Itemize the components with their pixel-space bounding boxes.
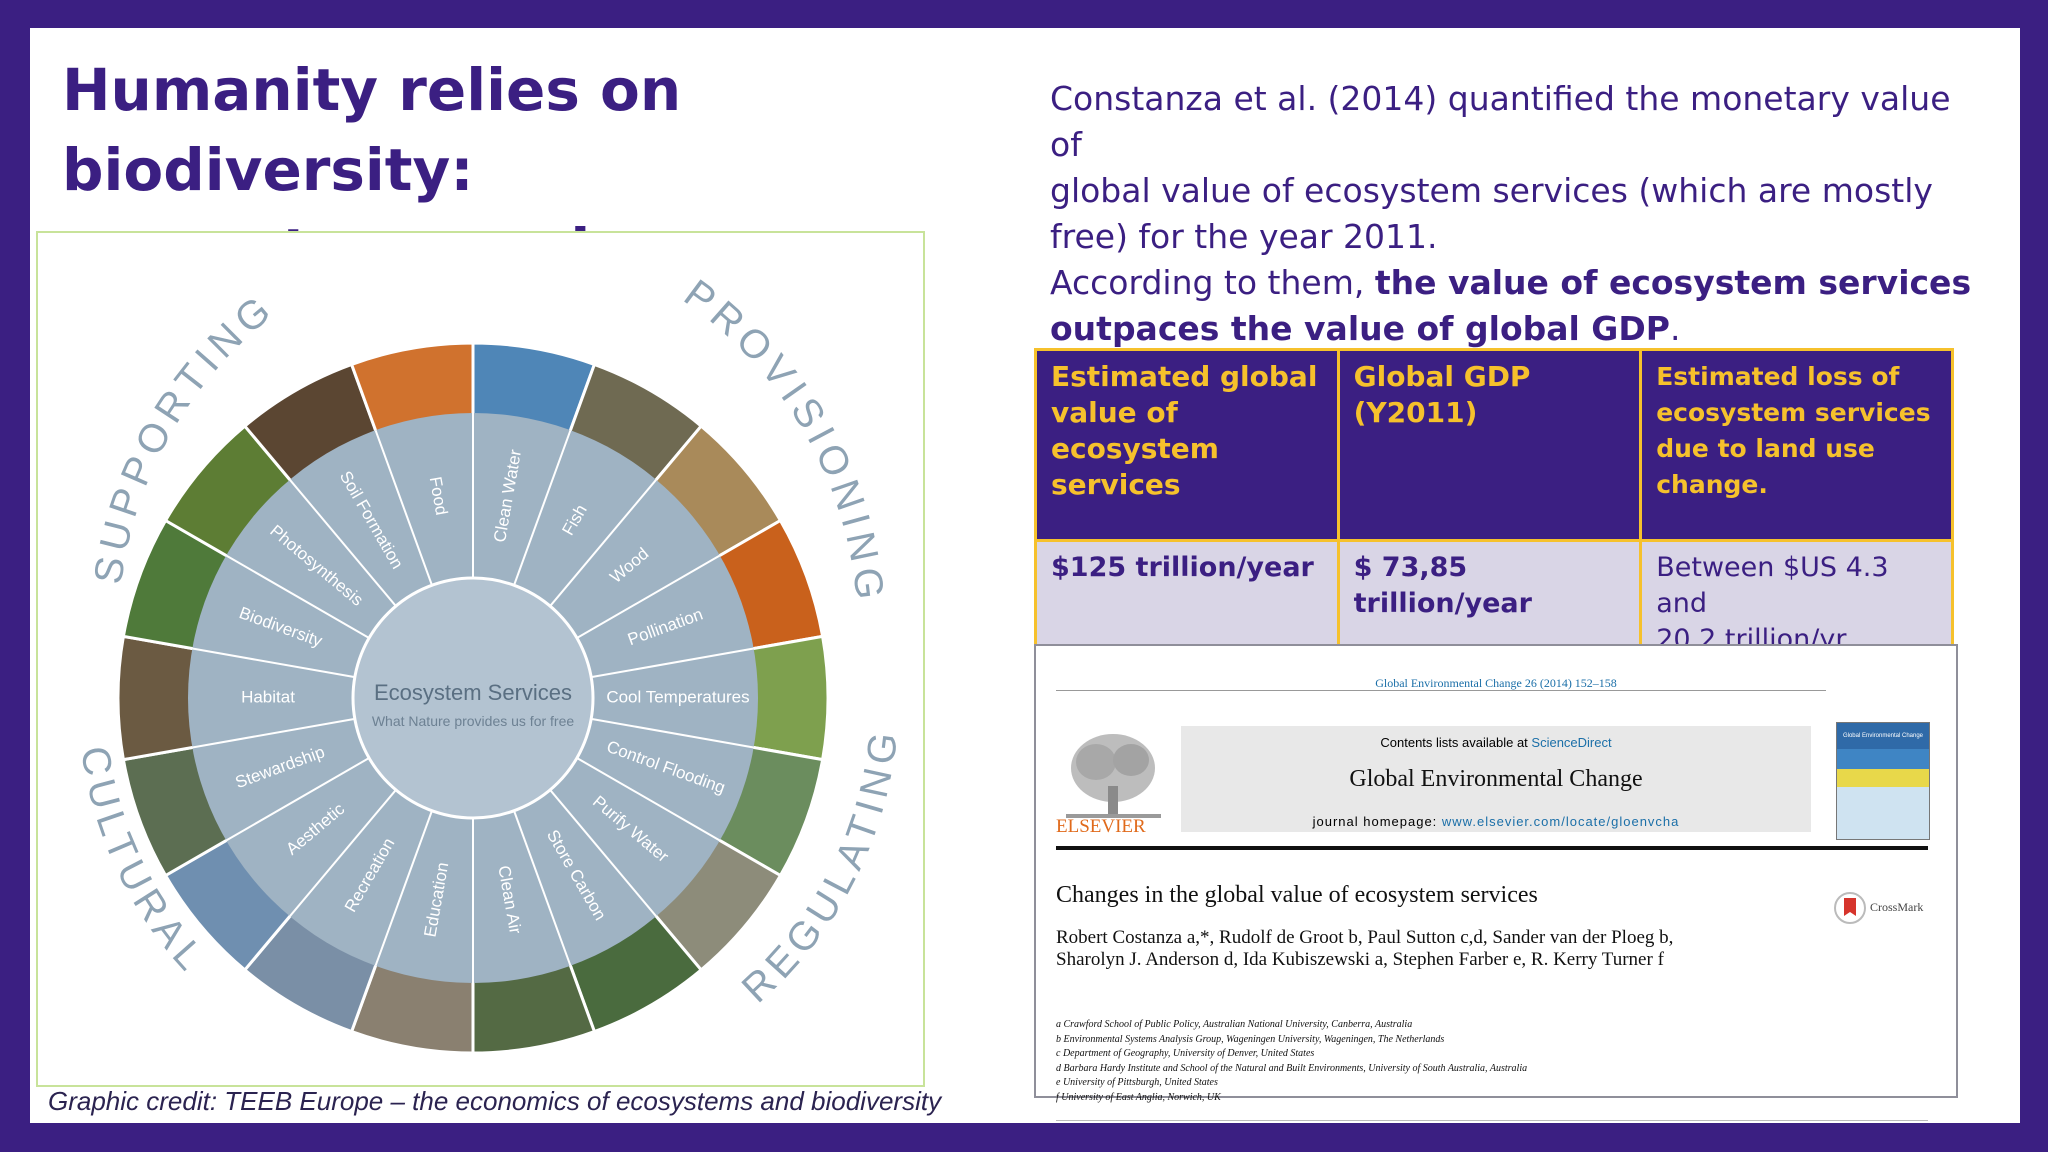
paper-rule-top: [1056, 690, 1826, 691]
paper-rule-thick: [1056, 846, 1928, 850]
ring-divider: [289, 479, 397, 607]
paper-contents-line: Contents lists available at ScienceDirec…: [1380, 735, 1612, 750]
affiliation-item: e University of Pittsburgh, United State…: [1056, 1077, 1218, 1088]
journal-cover-title: Global Environmental Change: [1843, 733, 1924, 739]
ring-divider: [225, 757, 370, 842]
intro-emphasis-1: the value of ecosystem services: [1374, 263, 1972, 302]
ring-divider: [513, 429, 572, 586]
intro-line-5-end: .: [1669, 309, 1681, 348]
ring-divider: [192, 647, 355, 679]
value-table: Estimated global value of ecosystem servic…: [1034, 348, 1954, 669]
ring-divider: [576, 554, 721, 639]
service-label: Cool Temperatures: [606, 687, 749, 706]
ring-divider: [374, 429, 433, 586]
table-header-loss: Estimated loss of ecosystem services due t…: [1639, 348, 1954, 542]
ring-divider: [591, 717, 754, 749]
intro-text: Constanza et al. (2014) quantified the m…: [1050, 76, 1990, 352]
intro-line-4-lead: According to them,: [1050, 263, 1375, 302]
journal-homepage-link[interactable]: www.elsevier.com/locate/gloenvcha: [1441, 814, 1680, 829]
ring-divider: [591, 647, 754, 679]
ring-divider: [225, 554, 370, 639]
paper-screenshot: Global Environmental Change 26 (2014) 15…: [1034, 644, 1958, 1121]
service-label: Habitat: [241, 687, 295, 706]
ring-dividers: [192, 413, 754, 983]
affiliation-item: c Department of Geography, University of…: [1056, 1048, 1315, 1059]
affiliation-item: d Barbara Hardy Institute and School of …: [1056, 1062, 1528, 1074]
slide: Humanity relies on biodiversity: ecosyst…: [30, 28, 2020, 1123]
affiliation-item: f University of East Anglia, Norwich, UK: [1056, 1091, 1221, 1103]
affiliation-item: a Crawford School of Public Policy, Aust…: [1056, 1019, 1413, 1030]
ring-divider: [549, 479, 657, 607]
crossmark-icon[interactable]: [1832, 890, 1952, 926]
ring-divider: [513, 810, 572, 967]
ring-divider: [192, 717, 355, 749]
ring-divider: [549, 789, 657, 917]
paper-journal-name: Global Environmental Change: [1349, 766, 1643, 792]
intro-line-3: free) for the year 2011.: [1050, 217, 1438, 256]
affiliation-item: b Environmental Systems Analysis Group, …: [1056, 1033, 1445, 1045]
graphic-credit: Graphic credit: TEEB Europe – the econom…: [48, 1086, 942, 1116]
ring-divider: [289, 789, 397, 917]
crossmark-label: CrossMark: [1870, 900, 1924, 914]
paper-homepage-line: journal homepage: www.elsevier.com/locat…: [1312, 814, 1680, 829]
authors-line-1: Robert Costanza a,*, Rudolf de Groot b, …: [1056, 927, 1674, 948]
intro-line-2: global value of ecosystem services (whic…: [1050, 171, 1933, 210]
intro-emphasis-2: outpaces the value of global GDP: [1050, 309, 1670, 348]
sciencedirect-link[interactable]: ScienceDirect: [1531, 735, 1612, 750]
ring-divider: [576, 757, 721, 842]
title-line-1: Humanity relies on biodiversity:: [62, 56, 682, 204]
intro-line-4: According to them, the value of ecosyste…: [1050, 260, 1990, 306]
wheel-center-subtitle: What Nature provides us for free: [372, 713, 575, 729]
elsevier-logo-text: ELSEVIER: [1056, 816, 1146, 837]
authors-line-2: Sharolyn J. Anderson d, Ida Kubiszewski …: [1056, 949, 1664, 970]
paper-journal-ref: Global Environmental Change 26 (2014) 15…: [1375, 676, 1617, 690]
center-circle: [351, 576, 595, 820]
table-header-ecosystem-value: Estimated global value of ecosystem servic…: [1034, 348, 1340, 542]
paper-masthead-box: [1181, 726, 1811, 832]
ecosystem-services-wheel: Ecosystem Services What Nature provides …: [36, 231, 925, 1087]
article-title: Changes in the global value of ecosystem…: [1056, 882, 1538, 908]
journal-cover-image: Global Environmental Change: [1836, 722, 1930, 840]
table-header-row: Estimated global value of ecosystem servic…: [1034, 348, 1954, 542]
paper-rule-bottom: [1056, 1120, 1928, 1121]
ring-divider: [374, 810, 433, 967]
elsevier-tree-icon: [1056, 726, 1171, 836]
wheel-center-title: Ecosystem Services: [374, 680, 572, 705]
article-authors: Robert Costanza a,*, Rudolf de Groot b, …: [1056, 927, 1936, 971]
wheel-graphic: Ecosystem Services What Nature provides …: [72, 271, 901, 1055]
intro-line-1: Constanza et al. (2014) quantified the m…: [1050, 79, 1951, 164]
affiliations: a Crawford School of Public Policy, Aust…: [1056, 1018, 1936, 1105]
intro-line-5: outpaces the value of global GDP.: [1050, 306, 1990, 352]
table-header-gdp: Global GDP (Y2011): [1336, 348, 1643, 542]
